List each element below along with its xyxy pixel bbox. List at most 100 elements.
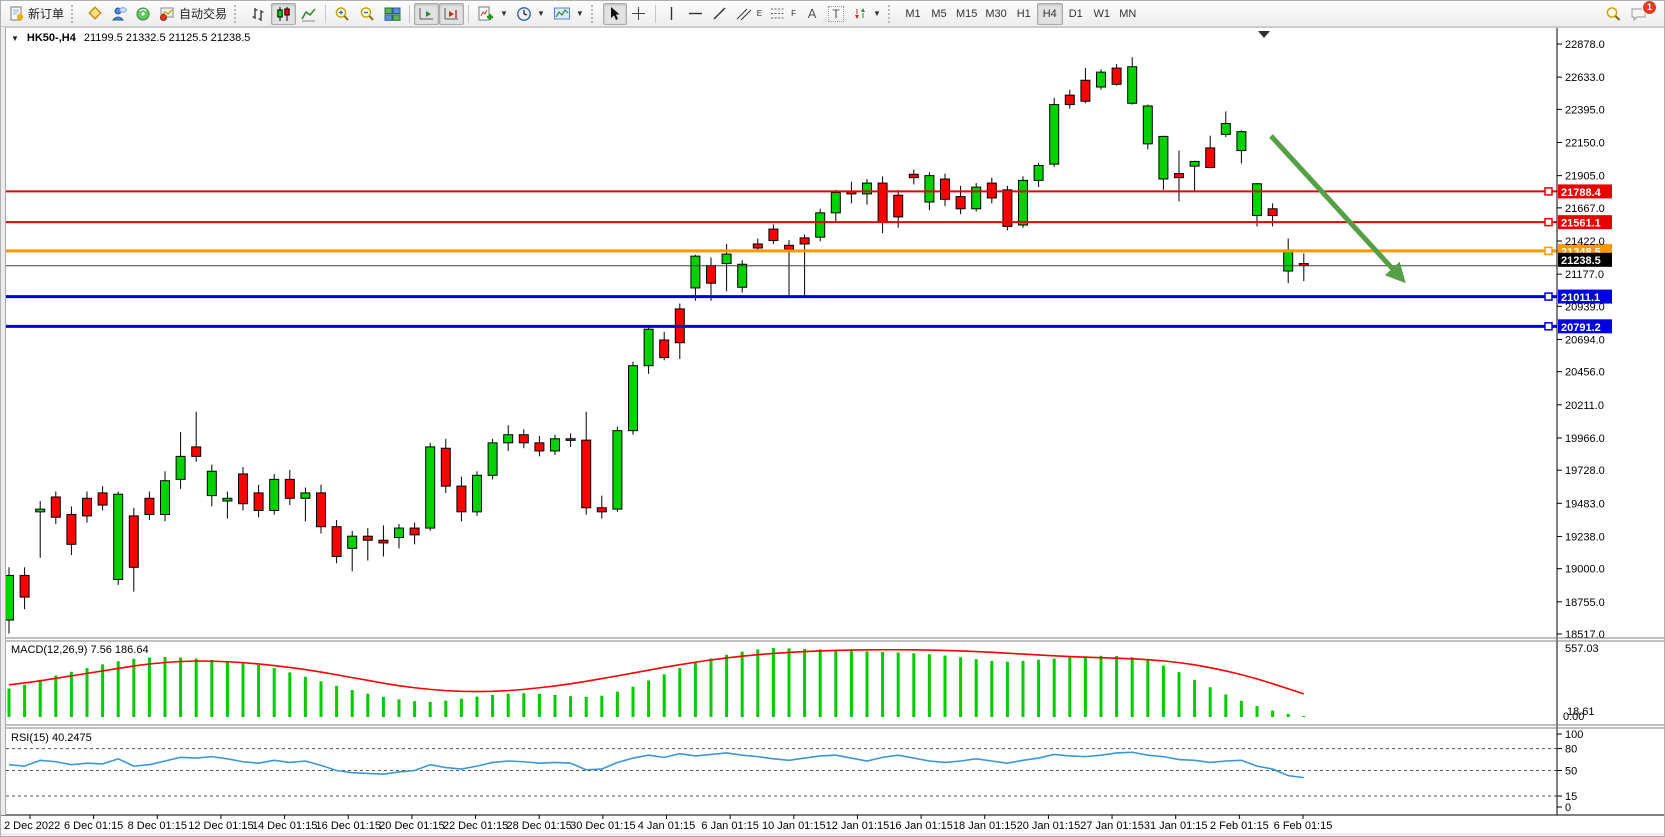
annotations-layer [1258,31,1406,284]
auto-scroll-button[interactable] [414,2,440,25]
search-icon [1606,6,1621,21]
community-button[interactable] [107,3,131,25]
zoom-in-button[interactable] [330,3,355,25]
timeframe-h1-button[interactable]: H1 [1011,3,1037,25]
chart-shift-button[interactable] [439,2,465,25]
toolbar: 新订单 自动交易 [1,1,1664,27]
time-axis-label[interactable]: 14 Dec 01:15 [252,820,317,832]
timeframe-m15-button[interactable]: M15 [952,3,981,25]
channel-button[interactable]: E [732,3,766,25]
timeframe-mn-button[interactable]: MN [1115,3,1141,25]
svg-text:100: 100 [1565,729,1583,741]
market-watch-button[interactable] [83,3,107,25]
time-axis-label[interactable]: 16 Dec 01:15 [316,820,381,832]
text-label-button[interactable]: T [824,3,848,25]
dropdown-caret-icon: ▼ [873,9,881,18]
notifications-button[interactable]: 1 [1626,1,1657,25]
time-axis-label[interactable]: 28 Dec 01:15 [506,820,571,832]
svg-text:21667.0: 21667.0 [1565,203,1605,215]
time-axis: 2 Dec 2022 6 Dec 01:15 8 Dec 01:15 12 Dec 0… [1,815,1664,836]
macd-signal-line [8,648,1305,695]
svg-text:20211.0: 20211.0 [1565,400,1604,412]
time-axis-label[interactable]: 31 Jan 01:15 [1144,820,1208,832]
timeframe-m1-button[interactable]: M1 [900,3,926,25]
time-axis-label[interactable]: 12 Jan 01:15 [826,820,890,832]
svg-text:18.61: 18.61 [1567,706,1595,718]
svg-text:18517.0: 18517.0 [1565,629,1605,641]
bar-chart-icon [252,7,264,21]
chart-canvas[interactable]: 21788.4 21561.1 21348.5 21011.1 20791.2 21238… [1,27,1665,837]
svg-text:80: 80 [1565,744,1577,756]
timeframe-m30-button[interactable]: M30 [981,3,1010,25]
cursor-button[interactable] [602,2,627,25]
svg-text:15: 15 [1565,791,1577,803]
time-axis-label[interactable]: 4 Jan 01:15 [638,820,696,832]
chart-shift-marker[interactable] [1258,31,1270,38]
svg-text:21238.5: 21238.5 [1561,255,1601,267]
channel-glyph: E [756,9,763,18]
indicators-button[interactable]: ▼ [473,3,512,25]
toolbar-separator [468,4,470,23]
search-button[interactable] [1601,3,1626,25]
horizontal-line-button[interactable] [684,3,708,25]
bar-chart-button[interactable] [246,3,271,25]
tile-windows-button[interactable] [380,3,405,25]
equidistant-channel-icon [736,8,752,21]
auto-scroll-icon [419,7,434,19]
toolbar-separator [409,4,411,23]
toolbar-grip [887,4,895,23]
signals-button[interactable] [131,3,155,25]
timeframe-w1-button[interactable]: W1 [1089,3,1115,25]
svg-text:21561.1: 21561.1 [1561,218,1601,230]
cursor-icon [611,7,620,20]
vertical-line-button[interactable] [660,3,684,25]
new-order-button[interactable]: 新订单 [5,3,68,25]
svg-text:22395.0: 22395.0 [1565,104,1605,116]
time-axis-label[interactable]: 10 Jan 01:15 [762,820,826,832]
svg-text:18755.0: 18755.0 [1565,597,1605,609]
time-axis-label[interactable]: 2 Dec 2022 [4,820,60,832]
rsi-line [8,751,1304,779]
toolbar-grip [71,4,78,23]
svg-text:19483.0: 19483.0 [1565,498,1605,510]
time-axis-label[interactable]: 6 Feb 01:15 [1274,820,1333,832]
text-button[interactable]: A [800,3,824,25]
time-axis-label[interactable]: 30 Dec 01:15 [570,820,635,832]
toolbar-separator [654,4,656,23]
crosshair-button[interactable] [627,3,651,25]
time-axis-label[interactable]: 16 Jan 01:15 [889,820,953,832]
rsi-label: RSI(15) 40.2475 [11,732,92,744]
time-axis-label[interactable]: 6 Jan 01:15 [701,820,759,832]
time-axis-label[interactable]: 18 Jan 01:15 [953,820,1017,832]
candlestick-chart-button[interactable] [271,2,297,25]
time-axis-label[interactable]: 12 Dec 01:15 [188,820,253,832]
templates-button[interactable]: ▼ [549,3,588,25]
time-axis-label[interactable]: 27 Jan 01:15 [1080,820,1144,832]
dropdown-caret-icon: ▼ [575,9,584,18]
chart-area[interactable]: ▼ HK50-,H4 21199.5 21332.5 21125.5 21238… [1,27,1665,837]
time-axis-label[interactable]: 2 Feb 01:15 [1210,820,1269,832]
price-axis: 22878.0 22633.0 22395.0 22150.0 21905.0 21667… [1556,27,1605,815]
auto-trading-button[interactable]: 自动交易 [155,3,231,25]
timeframe-h4-button[interactable]: H4 [1036,2,1063,25]
trendline-button[interactable] [708,3,732,25]
svg-text:21788.4: 21788.4 [1561,187,1602,199]
fibonacci-button[interactable]: F [766,3,800,25]
svg-text:557.03: 557.03 [1565,643,1599,655]
time-axis-label[interactable]: 6 Dec 01:15 [64,820,123,832]
time-axis-label[interactable]: 20 Dec 01:15 [379,820,444,832]
arrows-button[interactable]: ▼ [848,3,885,25]
svg-text:21905.0: 21905.0 [1565,171,1605,183]
time-axis-label[interactable]: 8 Dec 01:15 [128,820,187,832]
time-axis-label[interactable]: 20 Jan 01:15 [1017,820,1081,832]
time-axis-label[interactable]: 22 Dec 01:15 [443,820,508,832]
timeframe-m5-button[interactable]: M5 [926,3,952,25]
trend-arrow[interactable] [1269,134,1406,284]
timeframe-d1-button[interactable]: D1 [1063,3,1089,25]
line-chart-button[interactable] [296,3,321,25]
svg-text:21011.1: 21011.1 [1561,292,1600,304]
symbol-dropdown-icon[interactable]: ▼ [11,33,19,43]
zoom-out-button[interactable] [355,3,380,25]
periods-button[interactable]: ▼ [512,3,549,25]
